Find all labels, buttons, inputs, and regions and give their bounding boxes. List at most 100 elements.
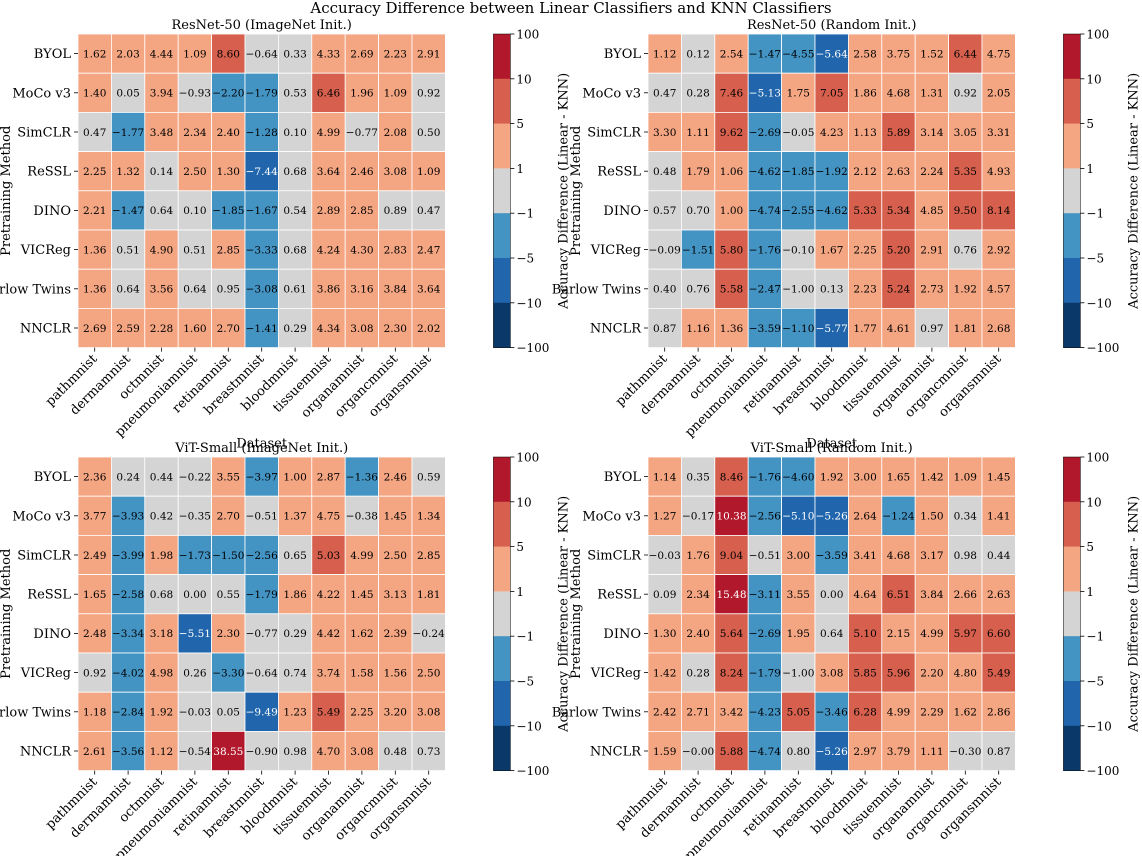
cell-value-label: 2.50 [384,550,407,562]
cell-value-label: 2.83 [384,244,407,256]
cell-value-label: 0.47 [653,88,676,100]
colorbar-tick-label: 100 [1086,28,1109,42]
y-tick-label: DINO [603,204,641,219]
cell-value-label: 4.75 [317,511,340,523]
heatmap-cell [311,72,346,113]
heatmap-cell [411,112,446,153]
heatmap-cell [914,268,950,309]
cell-value-label: 0.64 [116,284,140,296]
cell-value-label: 1.92 [820,471,843,483]
cell-value-label: −1.76 [749,471,781,483]
heatmap-cell [211,613,246,654]
cell-value-label: 5.97 [954,628,977,640]
panel-title: ResNet-50 (Random Init.) [747,18,917,33]
cell-value-label: 3.55 [787,589,810,601]
colorbar-tick-label: −1 [1086,207,1104,221]
cell-value-label: 4.75 [987,48,1010,60]
cell-value-label: −1.00 [782,284,814,296]
cell-value-label: 10.38 [716,511,746,523]
heatmap-cell [277,307,313,348]
cell-value-label: −4.62 [816,205,848,217]
cell-value-label: 7.46 [720,88,744,100]
colorbar-outline [493,456,511,771]
cell-value-label: 4.68 [887,550,910,562]
heatmap-cell [881,456,916,497]
cell-value-label: 3.08 [350,323,373,335]
cell-value-label: 2.69 [83,323,106,335]
heatmap-cell [981,691,1016,732]
heatmap-cell [344,151,380,192]
cell-value-label: −1.47 [749,48,781,60]
cell-value-label: 1.09 [183,48,206,60]
cell-value-label: 2.59 [116,323,139,335]
cell-value-label: 2.49 [83,550,106,562]
y-tick-label: Barlow Twins [552,282,641,297]
cell-value-label: 1.65 [887,471,910,483]
cell-value-label: 2.58 [853,48,876,60]
colorbar-segment [1063,457,1081,503]
cell-value-label: 1.09 [954,471,977,483]
colorbar-tick-label: −100 [516,764,549,778]
y-tick-label: SimCLR [17,126,72,141]
heatmap-cell [277,190,313,231]
cell-value-label: −0.77 [346,127,378,139]
cell-value-label: 3.08 [417,707,440,719]
colorbar-tick-label: 100 [516,451,539,465]
cell-value-label: −2.55 [782,205,814,217]
heatmap-cell [814,190,849,231]
cell-value-label: 0.64 [183,284,207,296]
cell-value-label: 1.45 [384,511,407,523]
heatmap-cell [881,731,916,772]
heatmap-cell [848,691,883,732]
heatmap-cell [647,190,682,231]
heatmap-cell [881,307,916,348]
cell-value-label: 2.63 [987,589,1010,601]
heatmap-cell [647,307,682,348]
heatmap-cell [881,33,916,74]
colorbar-tick-label: −10 [1086,719,1111,733]
cell-value-label: 0.29 [283,628,306,640]
cell-value-label: 3.84 [920,589,944,601]
cell-value-label: 1.00 [283,471,306,483]
cell-value-label: 1.34 [417,511,441,523]
cell-value-label: 0.57 [653,205,676,217]
y-tick-label: VICReg [590,666,641,681]
cell-value-label: 3.05 [954,127,977,139]
cell-value-label: −3.46 [816,707,848,719]
heatmap-cell [848,307,883,348]
cell-value-label: 2.40 [217,127,240,139]
y-tick-label: Barlow Twins [552,705,641,720]
heatmap-cell [111,307,146,348]
y-tick-label: MoCo v3 [582,509,641,524]
heatmap-cell [211,112,246,153]
cell-value-label: −5.13 [749,88,781,100]
cell-value-label: 0.09 [653,589,676,601]
cell-value-label: 1.09 [417,166,440,178]
heatmap-cell [411,652,446,693]
heatmap-cell [781,72,816,113]
cell-value-label: 6.28 [853,707,876,719]
cell-value-label: 0.26 [183,667,207,679]
colorbar-segment [1063,34,1081,80]
heatmap-cell [177,151,212,192]
heatmap-cell [211,574,246,615]
heatmap-cell [244,72,279,113]
cell-value-label: 3.08 [820,667,843,679]
cell-value-label: 0.29 [283,323,306,335]
cell-value-label: 2.73 [920,284,943,296]
cell-value-label: 4.90 [150,244,173,256]
heatmap-cell [814,691,849,732]
heatmap-cell [714,33,749,74]
cell-value-label: −0.22 [179,471,211,483]
colorbar-segment [493,213,511,259]
heatmap-cell [948,495,983,536]
cell-value-label: 15.48 [716,589,746,601]
cell-value-label: 3.16 [350,284,374,296]
cell-value-label: 0.10 [283,127,306,139]
heatmap-cell [311,495,346,536]
heatmap-cell [177,731,212,772]
cell-value-label: 3.17 [920,550,943,562]
cell-value-label: 0.34 [954,511,978,523]
cell-value-label: 38.55 [213,746,243,758]
heatmap-cell [814,268,849,309]
